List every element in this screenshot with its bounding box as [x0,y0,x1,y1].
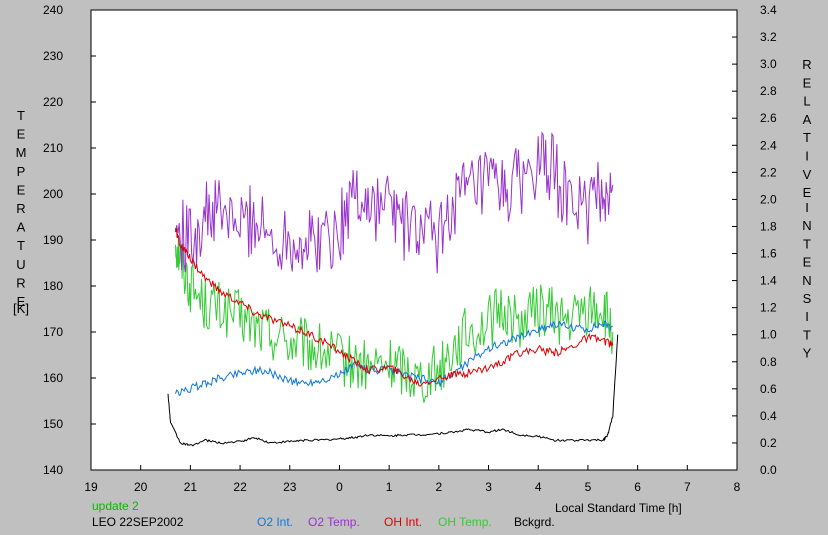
x-tick-label: 22 [233,480,247,494]
series-line-o2-temp [175,131,614,274]
right-tick-label: 2.8 [760,84,777,98]
x-tick-label: 6 [634,480,641,494]
left-axis-letter: P [17,164,26,179]
right-tick-label: 3.0 [760,57,777,71]
left-axis-unit: [K] [13,301,29,316]
right-tick-label: 0.0 [760,463,777,477]
x-tick-label: 0 [336,480,343,494]
left-tick-label: 180 [43,279,63,293]
left-axis-letter: M [16,145,27,160]
right-axis-letter: T [803,236,811,251]
right-axis-letter: I [805,200,809,215]
left-axis-letter: E [17,294,26,309]
series-line-o2-int [175,320,614,397]
x-tick-label: 19 [84,480,98,494]
legend-item: OH Temp. [438,515,492,529]
right-tick-label: 1.4 [760,274,777,288]
right-axis-letter: Y [803,346,812,361]
x-tick-label: 2 [436,480,443,494]
x-axis: 19 20 21 22 23 0 1 2 3 4 5 6 7 8 [84,465,741,494]
x-tick-label: 21 [184,480,198,494]
right-tick-label: 0.8 [760,355,777,369]
left-axis: 140 150 160 170 180 190 200 210 220 230 240 [43,3,96,477]
left-tick-label: 140 [43,463,63,477]
right-tick-label: 0.2 [760,436,777,450]
right-axis: 0.0 0.2 0.4 0.6 0.8 1.0 1.2 1.4 1.6 1.8 2.0 2.2 2.4 2… [732,3,777,477]
left-tick-label: 220 [43,95,63,109]
right-axis-letter: T [803,327,811,342]
right-axis-letter: T [803,130,811,145]
legend-item: O2 Temp. [308,515,360,529]
left-tick-label: 170 [43,325,63,339]
legend-item: OH Int. [384,515,422,529]
series-line-oh-int [175,227,614,387]
series-line-bckgrd [167,334,619,447]
right-axis-letter: I [805,309,809,324]
right-axis-letter: N [802,218,811,233]
right-axis-letter: N [802,273,811,288]
left-axis-letter: T [17,238,25,253]
right-tick-label: 2.4 [760,138,777,152]
right-axis-letter: R [802,57,811,72]
right-tick-label: 2.2 [760,165,777,179]
right-axis-letter: E [803,255,812,270]
series-layer [167,131,619,447]
x-tick-label: 23 [283,480,297,494]
right-tick-label: 3.2 [760,30,777,44]
legend-item: O2 Int. [257,515,293,529]
right-axis-letter: L [803,94,810,109]
legend-item: Bckgrd. [514,515,555,529]
x-tick-label: 7 [684,480,691,494]
right-tick-label: 0.4 [760,409,777,423]
right-tick-label: 1.6 [760,247,777,261]
left-axis-letter: E [17,127,26,142]
right-axis-letter: E [803,75,812,90]
left-tick-label: 150 [43,417,63,431]
left-tick-label: 190 [43,233,63,247]
left-tick-label: 210 [43,141,63,155]
left-axis-letter: A [17,220,26,235]
right-axis-letter: A [803,112,812,127]
right-tick-label: 0.6 [760,382,777,396]
right-tick-label: 2.0 [760,192,777,206]
left-axis-letter: U [16,257,25,272]
right-tick-label: 1.8 [760,219,777,233]
x-tick-label: 3 [485,480,492,494]
right-tick-label: 1.0 [760,328,777,342]
right-tick-label: 1.2 [760,301,777,315]
x-tick-label: 1 [386,480,393,494]
left-axis-letter: E [17,182,26,197]
right-axis-letter: S [803,291,812,306]
left-tick-label: 200 [43,187,63,201]
legend: O2 Int. O2 Temp. OH Int. OH Temp. Bckgrd. [257,515,555,529]
right-tick-label: 2.6 [760,111,777,125]
x-tick-label: 5 [585,480,592,494]
update-label: update 2 [92,499,139,513]
x-tick-label: 4 [535,480,542,494]
right-axis-letter: I [805,149,809,164]
right-tick-label: 3.4 [760,3,777,17]
left-axis-letter: T [17,108,25,123]
right-axis-letter: V [803,167,812,182]
x-tick-label: 20 [134,480,148,494]
series-line-oh-temp [175,237,614,403]
left-tick-label: 240 [43,3,63,17]
x-axis-label: Local Standard Time [h] [555,501,682,515]
left-axis-letter: R [16,275,25,290]
right-axis-letter: E [803,185,812,200]
station-label: LEO 22SEP2002 [92,515,184,529]
left-tick-label: 230 [43,49,63,63]
left-axis-letter: R [16,201,25,216]
x-tick-label: 8 [734,480,741,494]
left-tick-label: 160 [43,371,63,385]
